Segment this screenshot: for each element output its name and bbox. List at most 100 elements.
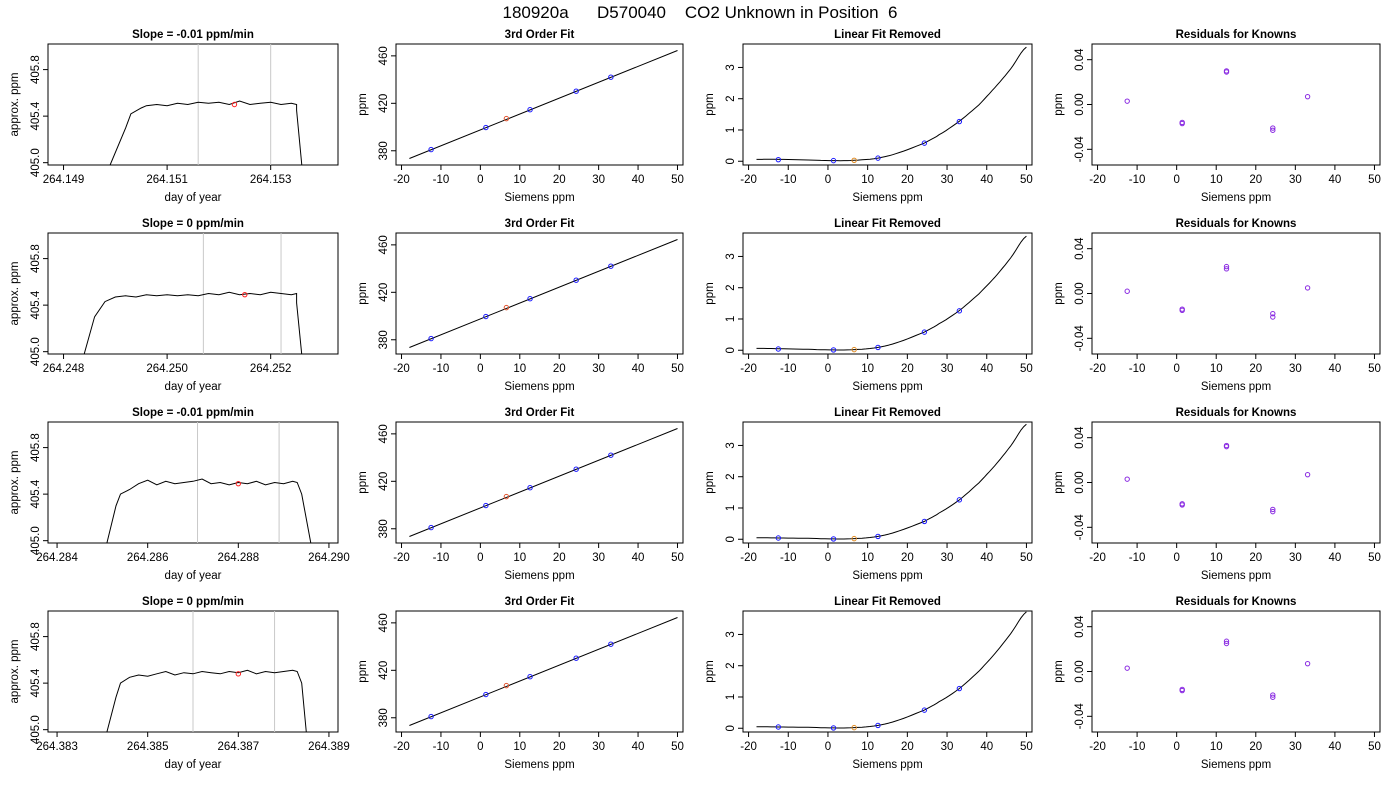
x-tick-label: 30 bbox=[941, 363, 954, 375]
known-point bbox=[428, 524, 434, 531]
x-tick-label: 40 bbox=[632, 363, 645, 375]
y-tick-label: 2 bbox=[725, 96, 737, 102]
x-tick-label: 20 bbox=[901, 552, 914, 564]
x-tick-label: 10 bbox=[861, 741, 874, 753]
plot-frame bbox=[395, 232, 684, 355]
y-tick-label: 420 bbox=[378, 472, 390, 491]
chart-panel: 3rd Order Fit -20 -10 0 10 20 30 40 50 380 420 460 S… bbox=[357, 596, 684, 771]
known-point bbox=[875, 722, 881, 729]
chart-panel: 3rd Order Fit -20 -10 0 10 20 30 40 50 380 420 460 S… bbox=[357, 407, 684, 582]
known-point bbox=[921, 518, 928, 525]
y-axis-label: ppm bbox=[704, 93, 716, 115]
plot-area bbox=[756, 423, 1027, 542]
x-tick-label: 20 bbox=[553, 174, 566, 186]
known-point bbox=[775, 535, 782, 541]
plot-frame bbox=[47, 232, 339, 355]
unknown-point bbox=[503, 493, 510, 500]
x-tick-label: 20 bbox=[1249, 741, 1262, 753]
x-tick-label: -10 bbox=[1129, 741, 1146, 753]
plot-frame bbox=[742, 232, 1033, 355]
y-axis-label: ppm bbox=[357, 93, 369, 115]
plot-area bbox=[756, 46, 1027, 164]
known-point bbox=[775, 724, 782, 730]
x-tick-label: 20 bbox=[1249, 552, 1262, 564]
known-point bbox=[956, 497, 963, 503]
x-tick-label: 50 bbox=[671, 552, 684, 564]
residual-point bbox=[1270, 694, 1276, 700]
x-tick-label: 30 bbox=[941, 741, 954, 753]
x-tick-label: 0 bbox=[825, 174, 831, 186]
plot-area bbox=[1124, 263, 1311, 320]
x-tick-label: -10 bbox=[433, 741, 450, 753]
known-point bbox=[527, 107, 533, 113]
x-tick-label: 264.389 bbox=[308, 741, 350, 753]
chart-panel: Residuals for Knowns -20 -10 0 10 20 30 40 50 -0.… bbox=[1053, 29, 1381, 204]
x-tick-label: 50 bbox=[1020, 174, 1033, 186]
y-tick-label: 420 bbox=[378, 94, 390, 113]
x-tick-label: 50 bbox=[671, 174, 684, 186]
x-tick-label: 10 bbox=[861, 174, 874, 186]
fit-line bbox=[409, 617, 678, 726]
fit-curve bbox=[756, 46, 1027, 162]
residual-point bbox=[1179, 687, 1185, 694]
y-tick-label: 380 bbox=[378, 519, 390, 538]
y-tick-label: 405.8 bbox=[30, 433, 42, 462]
x-tick-label: 20 bbox=[553, 741, 566, 753]
x-tick-label: 264.385 bbox=[127, 741, 169, 753]
plot-area bbox=[756, 611, 1027, 731]
chart-title: 3rd Order Fit bbox=[505, 29, 575, 41]
known-point bbox=[527, 674, 533, 680]
residual-point bbox=[1179, 502, 1185, 508]
x-axis-label: Siemens ppm bbox=[852, 759, 922, 771]
x-tick-label: 50 bbox=[1020, 363, 1033, 375]
x-tick-label: 0 bbox=[825, 552, 831, 564]
x-tick-label: 0 bbox=[825, 741, 831, 753]
x-tick-label: 20 bbox=[1249, 174, 1262, 186]
y-tick-label: 405.4 bbox=[30, 290, 42, 319]
y-tick-label: 3 bbox=[725, 631, 737, 637]
x-tick-label: 0 bbox=[825, 363, 831, 375]
y-tick-label: 0.00 bbox=[1074, 660, 1086, 682]
trace-marker bbox=[242, 291, 248, 298]
plot-area bbox=[106, 422, 312, 543]
x-tick-label: 10 bbox=[1210, 363, 1223, 375]
known-point bbox=[527, 296, 533, 302]
x-axis-label: Siemens ppm bbox=[1201, 381, 1271, 393]
y-tick-label: 0.00 bbox=[1074, 471, 1086, 493]
x-tick-label: 10 bbox=[1210, 552, 1223, 564]
x-tick-label: 10 bbox=[861, 363, 874, 375]
x-tick-label: 50 bbox=[1020, 552, 1033, 564]
x-tick-label: 264.250 bbox=[146, 363, 188, 375]
x-tick-label: -10 bbox=[1129, 552, 1146, 564]
x-axis-label: Siemens ppm bbox=[852, 570, 922, 582]
y-axis-label: ppm bbox=[1053, 93, 1065, 115]
y-tick-label: 0.04 bbox=[1074, 426, 1086, 449]
fit-curve bbox=[756, 423, 1027, 540]
fit-curve bbox=[756, 611, 1027, 729]
y-tick-label: 0.04 bbox=[1074, 48, 1086, 71]
known-point bbox=[527, 485, 533, 491]
plot-frame bbox=[742, 610, 1033, 733]
x-tick-label: -20 bbox=[740, 741, 757, 753]
unknown-point bbox=[503, 304, 510, 311]
x-tick-label: 20 bbox=[901, 363, 914, 375]
residual-point bbox=[1304, 471, 1311, 478]
y-tick-label: 1 bbox=[725, 505, 737, 511]
x-tick-label: -10 bbox=[1129, 174, 1146, 186]
x-tick-label: -20 bbox=[740, 552, 757, 564]
x-tick-label: 50 bbox=[1368, 741, 1381, 753]
residual-point bbox=[1304, 285, 1311, 291]
known-point bbox=[921, 140, 928, 146]
residual-point bbox=[1270, 508, 1276, 515]
known-point bbox=[573, 466, 579, 472]
x-tick-label: 40 bbox=[980, 741, 993, 753]
x-tick-label: 20 bbox=[553, 363, 566, 375]
chart-panel: Residuals for Knowns -20 -10 0 10 20 30 40 50 -0.… bbox=[1053, 596, 1381, 771]
fit-line bbox=[409, 239, 678, 348]
chart-panel: Slope = -0.01 ppm/min 264.149 264.151 264.1… bbox=[9, 29, 339, 204]
trace-line bbox=[109, 100, 303, 165]
chart-title: Residuals for Knowns bbox=[1176, 407, 1297, 419]
residual-point bbox=[1270, 127, 1276, 133]
known-point bbox=[608, 74, 614, 80]
